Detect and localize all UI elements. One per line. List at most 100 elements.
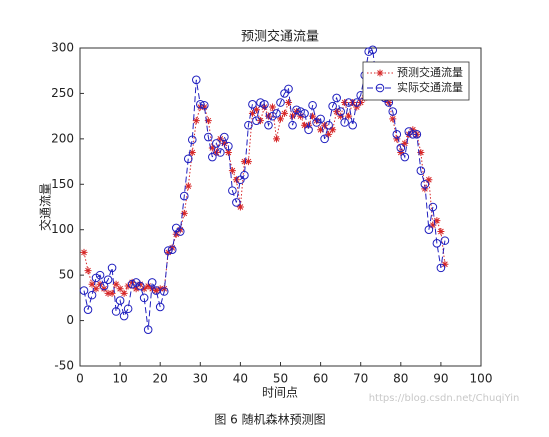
data-point	[120, 289, 128, 297]
data-point	[191, 75, 201, 85]
data-point	[159, 287, 169, 296]
data-point	[284, 84, 293, 94]
data-point	[392, 130, 402, 139]
data-point	[304, 125, 313, 135]
data-point	[132, 285, 140, 293]
data-point	[196, 103, 204, 111]
data-point	[272, 135, 280, 143]
data-point	[228, 167, 236, 175]
data-point	[200, 100, 209, 110]
data-point	[324, 120, 333, 130]
data-point	[425, 176, 433, 184]
data-point	[252, 106, 260, 114]
legend-label: 实际交通流量	[397, 80, 463, 94]
data-point	[285, 99, 293, 107]
data-point	[152, 287, 160, 295]
data-point	[147, 278, 157, 287]
y-tick-label: 200	[51, 131, 74, 145]
data-point	[224, 141, 233, 151]
data-point	[340, 118, 349, 127]
data-point	[416, 166, 426, 175]
data-point	[300, 109, 309, 118]
data-point	[260, 103, 268, 111]
data-point	[437, 228, 445, 236]
data-point	[103, 275, 113, 284]
data-point	[84, 267, 92, 275]
data-point	[428, 202, 438, 212]
data-point	[196, 100, 205, 109]
data-point	[281, 109, 289, 117]
x-tick-label: 20	[153, 372, 168, 386]
data-point	[336, 107, 345, 116]
data-point	[232, 198, 241, 207]
watermark: https://blog.csdn.net/ChuqiYin	[369, 393, 520, 404]
data-point	[441, 260, 449, 268]
data-point	[348, 120, 357, 130]
data-point	[317, 126, 325, 134]
data-point	[83, 305, 93, 314]
data-point	[337, 112, 345, 120]
data-point	[88, 280, 96, 288]
data-point	[123, 304, 133, 314]
data-point	[301, 121, 309, 129]
data-point	[296, 107, 305, 116]
x-tick-label: 80	[393, 372, 408, 386]
data-point	[96, 280, 104, 288]
data-point	[393, 135, 401, 143]
y-tick-label: 50	[59, 268, 74, 282]
data-point	[183, 154, 193, 164]
data-point	[433, 217, 441, 225]
y-tick-label: 300	[51, 41, 74, 55]
data-point	[352, 98, 361, 107]
data-point	[156, 285, 164, 293]
data-point	[95, 270, 105, 280]
data-point	[100, 285, 108, 293]
data-point	[119, 311, 129, 321]
data-point	[260, 100, 269, 109]
x-tick-label: 30	[193, 372, 208, 386]
x-tick-label: 10	[112, 372, 127, 386]
data-point	[409, 126, 417, 134]
data-point	[228, 186, 237, 195]
data-point	[155, 302, 165, 312]
data-point	[420, 179, 430, 189]
data-point	[288, 120, 297, 130]
data-point	[252, 116, 261, 125]
data-point	[429, 221, 437, 229]
data-point	[432, 239, 442, 248]
legend-marker	[376, 69, 384, 77]
data-point	[305, 121, 313, 129]
y-axis-label: 交通流量	[38, 183, 53, 231]
data-point	[115, 296, 125, 305]
data-point	[268, 103, 276, 111]
y-tick-label: 100	[51, 222, 74, 236]
x-tick-label: 0	[76, 372, 84, 386]
data-point	[212, 139, 221, 148]
data-point	[440, 236, 450, 245]
data-point	[99, 281, 109, 291]
data-point	[389, 115, 397, 123]
data-point	[204, 132, 213, 142]
data-point	[127, 279, 137, 289]
data-point	[289, 112, 297, 120]
data-point	[204, 117, 212, 125]
data-point	[316, 114, 325, 124]
x-tick-label: 70	[353, 372, 368, 386]
data-point	[135, 281, 145, 291]
data-point	[396, 143, 406, 153]
data-point	[417, 148, 425, 156]
y-tick-label: 150	[51, 177, 74, 191]
data-point	[124, 282, 132, 290]
data-point	[216, 148, 225, 157]
data-point	[111, 307, 121, 316]
data-point	[107, 263, 117, 273]
data-point	[277, 115, 284, 123]
data-point	[187, 135, 197, 145]
legend-label: 预测交通流量	[397, 65, 463, 79]
data-point	[248, 100, 257, 109]
x-tick-label: 50	[273, 372, 288, 386]
data-point	[401, 139, 409, 147]
data-point	[139, 293, 149, 303]
data-point	[309, 112, 317, 120]
